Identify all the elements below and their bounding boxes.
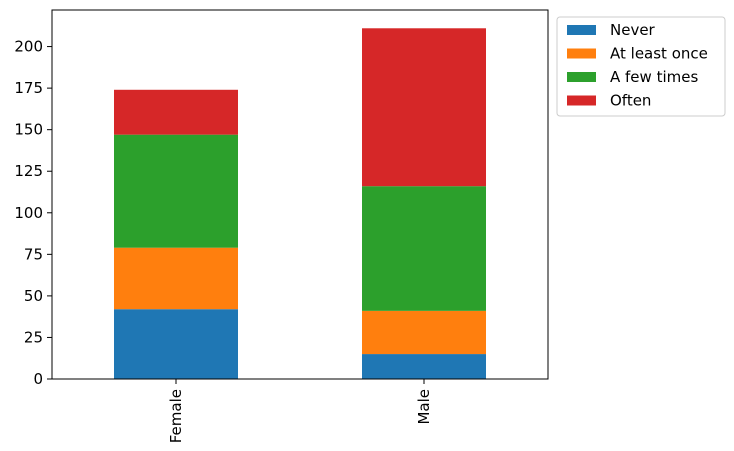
y-tick-label: 200	[14, 38, 43, 56]
legend-label: Often	[610, 92, 651, 110]
legend-box	[556, 16, 726, 117]
legend: Never At least once A few times Often	[556, 16, 726, 117]
bar-female-a-few-times	[114, 134, 238, 248]
bar-male-at-least-once	[362, 310, 486, 355]
legend-label: At least once	[610, 45, 708, 63]
y-tick-label: 175	[14, 79, 43, 97]
bar-male-often	[362, 28, 486, 187]
y-tick-label: 50	[24, 287, 43, 305]
y-tick-label: 0	[33, 370, 43, 388]
bar-male-a-few-times	[362, 186, 486, 311]
legend-swatch-at-least-once	[567, 48, 596, 59]
bar-male-never	[362, 354, 486, 379]
bars-layer	[114, 28, 486, 379]
legend-label: Never	[610, 21, 656, 39]
bar-female-at-least-once	[114, 247, 238, 310]
y-tick-label: 25	[24, 328, 43, 346]
y-tick-label: 75	[24, 245, 43, 263]
y-tick-label: 125	[14, 162, 43, 180]
x-tick-label-male: Male	[415, 389, 433, 425]
y-tick-label: 100	[14, 204, 43, 222]
x-tick-label-female: Female	[167, 389, 185, 443]
legend-swatch-a-few-times	[567, 72, 596, 82]
y-axis: 0 25 50 75 100 125 150 175 200	[14, 38, 52, 388]
x-axis: Female Male	[167, 379, 433, 443]
y-tick-label: 150	[14, 121, 43, 139]
legend-swatch-never	[567, 25, 596, 35]
plot-frame	[51, 9, 549, 380]
bar-female-never	[114, 309, 238, 379]
bar-female-often	[114, 89, 238, 135]
legend-label: A few times	[610, 68, 698, 86]
legend-swatch-often	[567, 95, 596, 106]
